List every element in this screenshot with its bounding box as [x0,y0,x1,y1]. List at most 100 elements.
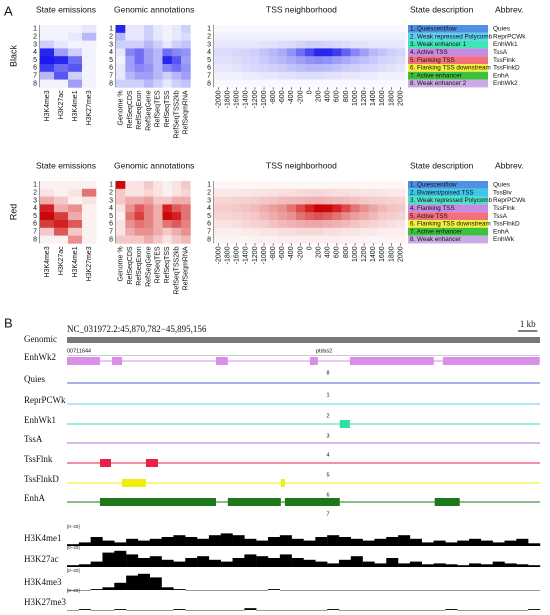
heatmap-cell [162,40,173,49]
heatmap-cell [232,56,242,65]
heatmap-cell [323,25,333,34]
heatmap-cell [171,48,182,57]
heatmap-cell [181,64,191,73]
heatmap-cell [295,40,306,49]
heatmap-cell [277,181,288,190]
heatmap-cell [82,32,97,41]
column-label: H3K4me3 [44,90,51,121]
heatmap-cell [54,220,69,229]
heatmap-cell [143,235,154,244]
heatmap-cell [214,25,224,34]
heatmap-cell [171,227,182,236]
heatmap-cell [396,79,406,88]
heatmap-cell [332,196,342,205]
signal-bar [350,556,363,567]
heatmap-cell [82,227,97,236]
signal-bar [504,540,517,546]
heatmap-cell [396,204,406,213]
signal-bar [350,538,363,546]
signal-bar [78,542,91,546]
heatmap-cell [143,32,154,41]
heatmap-cell [350,188,360,197]
state-number: 8 [326,370,329,376]
heatmap-cell [162,32,173,41]
state-number: 7 [326,511,329,517]
heatmap-cell [125,204,135,213]
row-label: 8 [207,80,211,87]
heatmap-cell [134,79,145,88]
row-label: 5 [33,213,37,220]
heatmap-cell [377,188,388,197]
heatmap-cell [232,79,242,88]
heatmap-cell [386,235,397,244]
column-label: H3K27me3 [86,90,93,125]
state-abbrev: ReprPCWk [493,33,526,40]
heatmap-cell [241,212,251,221]
heatmap-cell [214,48,224,57]
heatmap-cell [368,71,379,80]
column-label: H3K4me3 [44,246,51,277]
heatmap-cell [125,32,135,41]
heatmap-cell [277,64,288,73]
heatmap-cell [223,64,233,73]
signal-bar [398,535,411,546]
column-label: RefSeqGene [145,90,152,131]
x-tick-label: 1800 [388,246,395,262]
heatmap-cell [162,64,173,73]
heatmap-cell [232,71,242,80]
heatmap-cell [171,188,182,197]
heatmap-cell [396,71,406,80]
signal-bar [445,542,458,546]
heatmap-cell [386,64,397,73]
heatmap-cell [323,227,333,236]
heatmap-cell [359,71,369,80]
state-segment [442,357,540,365]
signal-bar [480,564,493,567]
heatmap-cell [268,56,278,65]
signal-bar [327,563,340,567]
heatmap-cell [241,64,251,73]
column-label: RefSeqGene [145,246,152,287]
state-abbrev: ReprPCWk [493,197,526,204]
column-label: RefSeqTSS2kb [173,90,180,138]
heatmap-cell [125,56,135,65]
heatmap-cell [332,25,342,34]
panel-title: Abbrev. [495,160,524,170]
heatmap-cell [341,235,351,244]
heatmap-cell [82,79,97,88]
heatmap-cell [171,56,182,65]
panel-title: TSS neighborhood [266,4,337,14]
heatmap-cell [314,56,324,65]
heatmap-cell [40,32,55,41]
heatmap-cell [323,188,333,197]
heatmap-cell [232,181,242,190]
heatmap-cell [305,181,315,190]
row-label: 4 [207,205,211,212]
track-label: TssFlnk [24,454,53,464]
heatmap-cell [314,71,324,80]
heatmap-cell [153,196,163,205]
heatmap-cell [368,181,379,190]
heatmap-cell [171,71,182,80]
heatmap-cell [54,25,69,34]
heatmap-cell [125,227,135,236]
signal-bar [197,556,210,567]
heatmap-cell [259,48,269,57]
state-segment [121,479,146,487]
row-label: 8 [109,236,113,243]
heatmap-cell [386,32,397,41]
heatmap-cell [259,79,269,88]
column-label: RefSeqCDS [127,246,134,284]
signal-bar [469,563,482,567]
heatmap-cell [214,56,224,65]
heatmap-cell [241,32,251,41]
heatmap-cell [268,71,278,80]
row-label: 7 [33,229,37,236]
heatmap-cell [323,48,333,57]
signal-bar [137,558,150,567]
heatmap-cell [350,48,360,57]
heatmap-cell [116,48,126,57]
heatmap-cell [305,196,315,205]
signal-bar [480,540,493,546]
signal-bar [445,609,458,610]
